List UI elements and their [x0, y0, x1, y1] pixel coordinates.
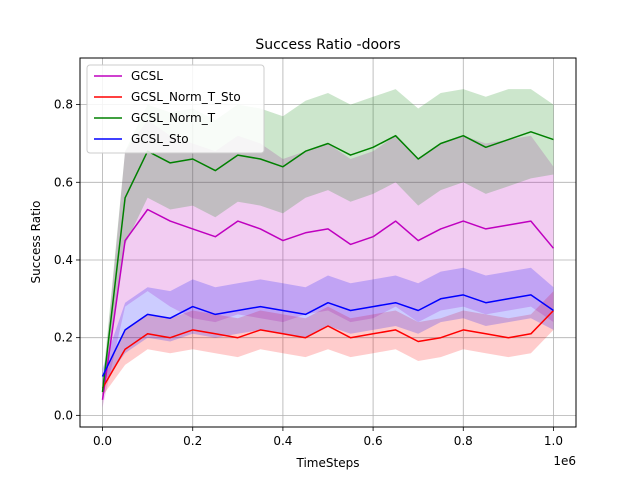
- y-tick-label: 0.0: [54, 408, 73, 422]
- x-tick-label: 0.6: [364, 434, 383, 448]
- line-gcsl-sto: [101, 294, 554, 377]
- legend: GCSL GCSL_Norm_T_Sto GCSL_Norm_T GCSL_Sto: [86, 64, 265, 154]
- legend-label: GCSL_Sto: [131, 132, 189, 146]
- y-tick-label: 0.2: [54, 331, 73, 345]
- x-tick-label: 1.0: [544, 434, 563, 448]
- x-axis-ticks: 0.0 0.2 0.4 0.6 0.8 1.0: [93, 427, 563, 448]
- band-gcsl: [102, 120, 554, 408]
- x-tick-label: 0.2: [183, 434, 202, 448]
- x-tick-label: 0.8: [454, 434, 473, 448]
- line-gcsl: [101, 208, 555, 400]
- legend-box: [86, 64, 265, 154]
- x-axis-offset-label: 1e6: [553, 454, 576, 468]
- legend-label: GCSL: [131, 69, 163, 83]
- y-tick-label: 0.6: [54, 175, 73, 189]
- y-axis-ticks: 0.0 0.2 0.4 0.6 0.8: [54, 98, 80, 422]
- chart-title: Success Ratio -doors: [255, 37, 400, 53]
- line-gcsl-norm-t: [101, 131, 554, 393]
- y-tick-label: 0.4: [54, 253, 73, 267]
- y-tick-label: 0.8: [54, 98, 73, 112]
- legend-label: GCSL_Norm_T: [131, 111, 216, 125]
- band-gcsl-norm-t: [102, 89, 554, 400]
- line-gcsl-norm-t-sto: [101, 309, 555, 389]
- series-lines: [101, 131, 555, 400]
- x-axis-label: TimeSteps: [296, 456, 360, 470]
- band-gcsl-norm-t-sto: [102, 291, 554, 396]
- y-axis-label: Success Ratio: [29, 201, 43, 284]
- axes-frame: [79, 57, 577, 428]
- x-tick-label: 0.0: [93, 434, 112, 448]
- legend-label: GCSL_Norm_T_Sto: [131, 90, 241, 104]
- x-tick-label: 0.4: [273, 434, 292, 448]
- grid: [80, 58, 576, 427]
